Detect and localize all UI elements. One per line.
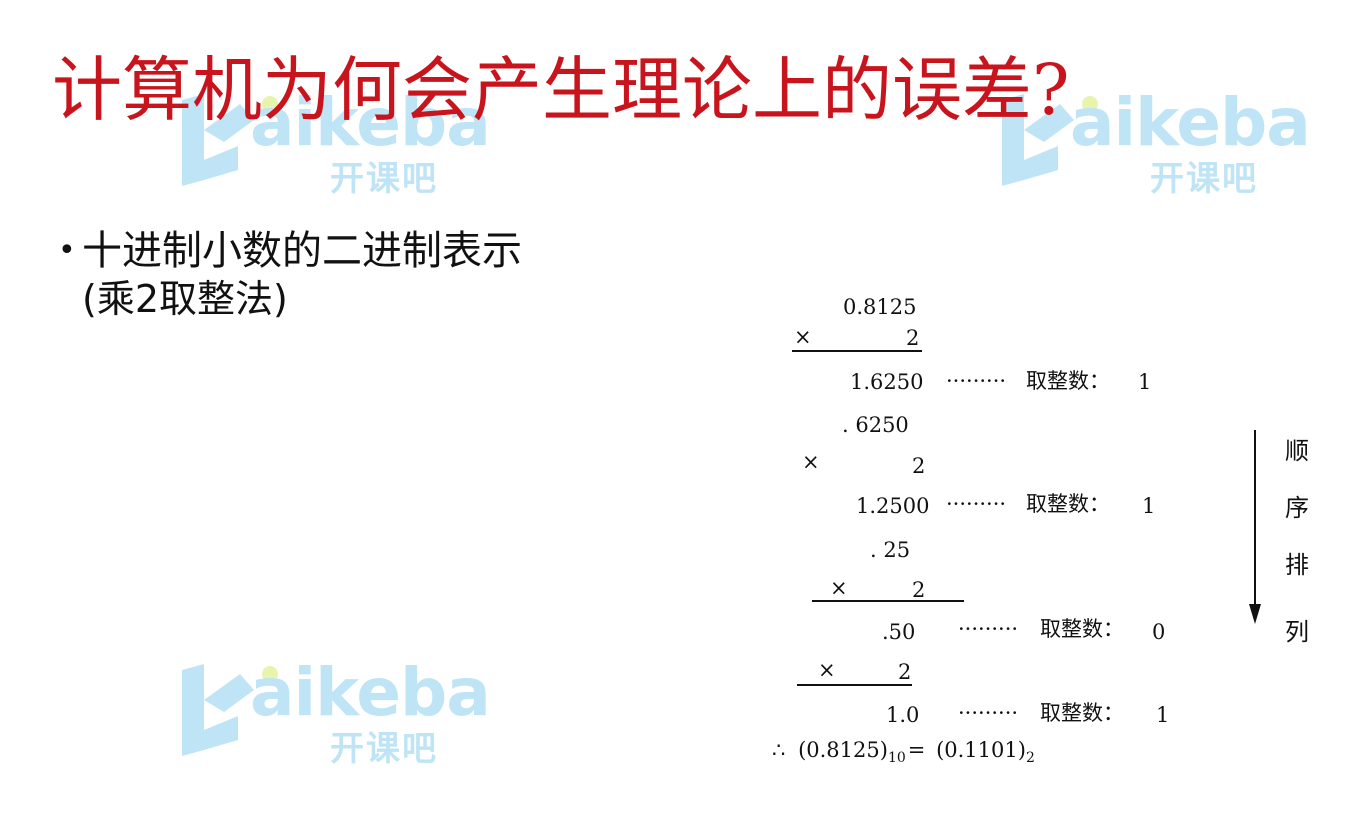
bullet-text: 十进制小数的二进制表示 <box>82 228 522 274</box>
calc-dots: ········· <box>958 617 1019 641</box>
calc-multiplier: 2 <box>912 454 926 478</box>
equals-sign: = <box>907 738 926 762</box>
calc-product: 1.2500 <box>856 494 930 518</box>
down-arrow-icon <box>1249 430 1261 624</box>
calc-times-sign: × <box>794 325 812 349</box>
kaikeba-logo-icon <box>1002 94 1098 186</box>
watermark-brand-cn: 开课吧 <box>330 729 438 769</box>
watermark-brand-cn: 开课吧 <box>330 159 438 199</box>
watermark-brand: aikeba <box>250 84 491 161</box>
watermark-brand: aikeba <box>250 654 491 731</box>
calc-integer-digit: 1 <box>1156 703 1170 727</box>
calc-fraction: . 6250 <box>842 413 909 437</box>
calc-dots: ········· <box>946 492 1007 516</box>
calc-rule <box>797 684 912 686</box>
calc-conclusion: ∴ (0.8125)10= (0.1101)2 <box>772 738 1035 767</box>
calc-multiplier: 2 <box>906 326 920 350</box>
decimal-base: 10 <box>887 750 906 767</box>
order-label-char: 排 <box>1285 551 1309 579</box>
calc-fraction: . 25 <box>870 538 911 562</box>
calc-product: 1.0 <box>886 703 920 727</box>
calc-rule <box>792 350 922 352</box>
slide-title: 计算机为何会产生理论上的误差? <box>52 49 1070 131</box>
bullet-item: • 十进制小数的二进制表示 <box>58 226 522 276</box>
calc-integer-label: 取整数： <box>1026 492 1110 516</box>
order-label-char: 列 <box>1285 618 1309 646</box>
therefore-sign: ∴ <box>772 738 786 762</box>
calc-integer-label: 取整数： <box>1040 701 1124 725</box>
calc-rule <box>812 600 964 602</box>
calc-product: 1.6250 <box>850 370 924 394</box>
calc-integer-label: 取整数： <box>1040 617 1124 641</box>
watermark-brand-cn: 开课吧 <box>1150 159 1258 199</box>
calc-dots: ········· <box>958 701 1019 725</box>
watermark-bottom-left: aikeba 开课吧 <box>180 660 491 800</box>
calc-integer-digit: 0 <box>1152 620 1166 644</box>
bullet-dot-icon: • <box>58 233 76 268</box>
kaikeba-logo-icon <box>182 664 278 756</box>
calc-times-sign: × <box>830 576 848 600</box>
calc-times-sign: × <box>818 658 836 682</box>
calc-multiplier: 2 <box>898 660 912 684</box>
calc-dots: ········· <box>946 369 1007 393</box>
watermark-brand: aikeba <box>1070 84 1311 161</box>
calc-integer-digit: 1 <box>1138 370 1152 394</box>
watermark-top-right: aikeba 开课吧 <box>1000 90 1311 230</box>
bullet-subtext: (乘2取整法) <box>82 277 288 321</box>
calc-integer-digit: 1 <box>1142 494 1156 518</box>
binary-base: 2 <box>1025 750 1035 767</box>
watermark-top-left: aikeba 开课吧 <box>180 90 491 230</box>
calc-start-value: 0.8125 <box>843 295 917 319</box>
calc-multiplier: 2 <box>912 578 926 602</box>
kaikeba-logo-icon <box>182 94 278 186</box>
binary-value: (0.1101) <box>936 738 1026 762</box>
calc-product: .50 <box>882 620 916 644</box>
bullet-block: • 十进制小数的二进制表示 (乘2取整法) <box>58 226 522 324</box>
order-label-char: 序 <box>1285 494 1309 522</box>
decimal-value: (0.8125) <box>798 738 888 762</box>
calc-integer-label: 取整数： <box>1026 369 1110 393</box>
order-label-char: 顺 <box>1285 437 1309 465</box>
calc-times-sign: × <box>802 450 820 474</box>
